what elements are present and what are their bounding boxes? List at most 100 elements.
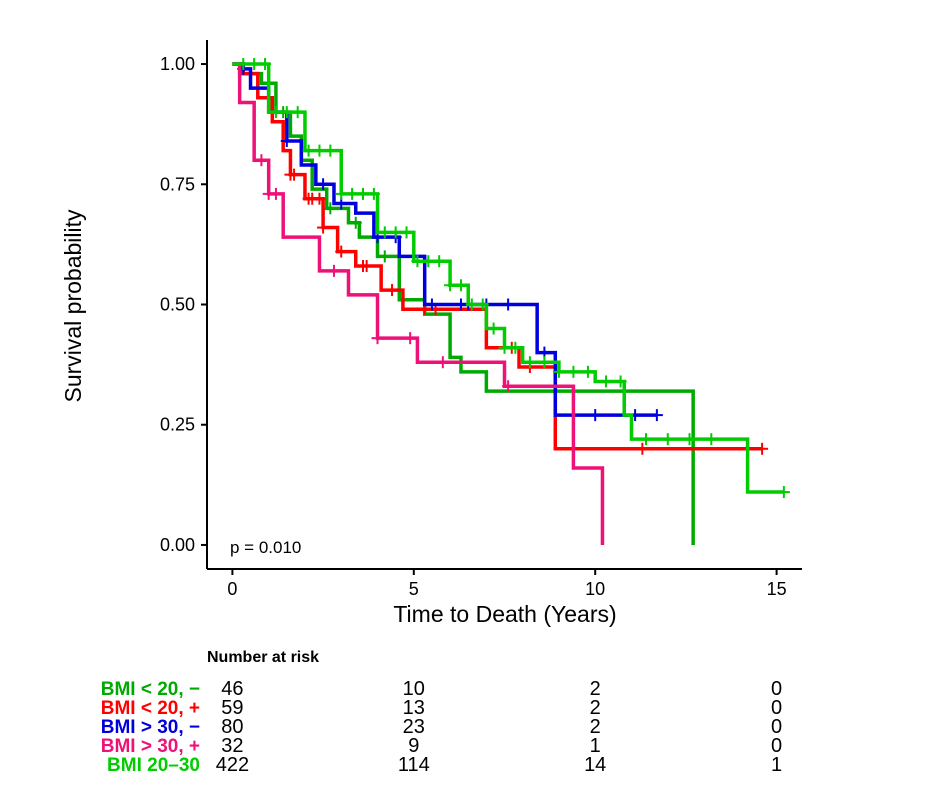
risk-count: 2 — [590, 716, 601, 738]
censor-mark — [589, 409, 602, 422]
y-axis-ticks: 0.00 0.25 0.50 0.75 1.00 — [160, 54, 207, 555]
censor-mark — [636, 442, 649, 455]
censor-mark — [498, 341, 511, 354]
censor-mark — [335, 245, 348, 258]
censor-mark — [389, 226, 402, 239]
risk-row-label: BMI < 20, − — [101, 679, 200, 700]
censor-mark — [357, 187, 370, 200]
survival-curves — [232, 58, 790, 545]
censor-mark — [404, 332, 417, 345]
censor-mark — [422, 255, 435, 268]
censor-mark — [378, 250, 391, 263]
censor-mark — [614, 375, 627, 388]
censor-mark — [324, 202, 337, 215]
risk-count: 13 — [403, 697, 425, 719]
risk-count: 0 — [771, 697, 782, 719]
risk-count: 80 — [221, 716, 243, 738]
censor-mark — [509, 341, 522, 354]
y-tick-label: 0.00 — [160, 535, 195, 555]
censor-mark — [360, 260, 373, 273]
censor-mark — [567, 365, 580, 378]
censor-mark — [302, 144, 315, 157]
censor-mark — [259, 58, 272, 71]
censor-mark — [248, 58, 261, 71]
x-tick-label: 10 — [585, 579, 605, 599]
y-tick-label: 0.50 — [160, 295, 195, 315]
censor-mark — [444, 279, 457, 292]
risk-count: 2 — [590, 697, 601, 719]
censor-mark — [476, 298, 489, 311]
risk-row-label: BMI > 30, + — [101, 736, 200, 757]
x-tick-label: 0 — [227, 579, 237, 599]
risk-count: 114 — [398, 754, 430, 776]
x-axis-ticks: 0 5 10 15 — [227, 569, 787, 599]
censor-mark — [317, 178, 330, 191]
censor-mark — [400, 226, 413, 239]
censor-mark — [538, 356, 551, 369]
risk-count: 0 — [771, 716, 782, 738]
censor-mark — [288, 168, 301, 181]
censor-mark — [313, 144, 326, 157]
y-tick-label: 0.25 — [160, 415, 195, 435]
censor-mark — [255, 154, 268, 167]
censor-mark — [552, 365, 565, 378]
censor-mark — [237, 58, 250, 71]
survival-curve-3 — [232, 62, 605, 545]
censor-mark — [777, 486, 790, 499]
censor-mark — [269, 187, 282, 200]
censor-mark — [378, 226, 391, 239]
censor-mark — [581, 365, 594, 378]
censor-mark — [317, 221, 330, 234]
censor-mark — [487, 322, 500, 335]
risk-count: 59 — [221, 697, 243, 719]
risk-count: 23 — [403, 716, 425, 738]
censor-mark — [371, 332, 384, 345]
censor-mark — [280, 106, 293, 119]
censor-mark — [454, 279, 467, 292]
censor-mark — [313, 192, 326, 205]
risk-count: 32 — [221, 735, 243, 757]
x-tick-label: 5 — [409, 579, 419, 599]
risk-count: 14 — [584, 754, 606, 776]
censor-mark — [433, 255, 446, 268]
risk-count: 2 — [590, 678, 601, 700]
censor-mark — [523, 356, 536, 369]
risk-count: 0 — [771, 678, 782, 700]
y-axis-title: Survival probability — [60, 209, 86, 403]
censor-mark — [280, 134, 293, 147]
censor-mark — [683, 433, 696, 446]
y-tick-label: 0.75 — [160, 174, 195, 194]
risk-row-label: BMI 20–30 — [107, 755, 200, 776]
censor-mark — [465, 298, 478, 311]
survival-curve-4 — [232, 62, 784, 494]
risk-count: 10 — [403, 678, 425, 700]
risk-count: 46 — [221, 678, 243, 700]
censor-mark — [349, 216, 362, 229]
censor-mark — [324, 144, 337, 157]
p-value-annotation: p = 0.010 — [230, 538, 301, 557]
risk-count: 1 — [771, 754, 782, 776]
censor-mark — [661, 433, 674, 446]
risk-count: 1 — [590, 735, 601, 757]
x-axis-title: Time to Death (Years) — [393, 601, 616, 627]
risk-count: 0 — [771, 735, 782, 757]
censor-mark — [705, 433, 718, 446]
censor-mark — [367, 187, 380, 200]
y-tick-label: 1.00 — [160, 54, 195, 74]
x-tick-label: 15 — [767, 579, 787, 599]
censor-mark — [411, 255, 424, 268]
censor-mark — [386, 284, 399, 297]
censor-mark — [335, 187, 348, 200]
risk-count: 422 — [216, 754, 249, 776]
risk-table-title: Number at risk — [207, 649, 319, 666]
censor-mark — [269, 106, 282, 119]
censor-mark — [502, 380, 515, 393]
censor-mark — [756, 442, 769, 455]
censor-mark — [502, 298, 515, 311]
censor-mark — [600, 375, 613, 388]
censor-mark — [436, 356, 449, 369]
censor-mark — [291, 106, 304, 119]
